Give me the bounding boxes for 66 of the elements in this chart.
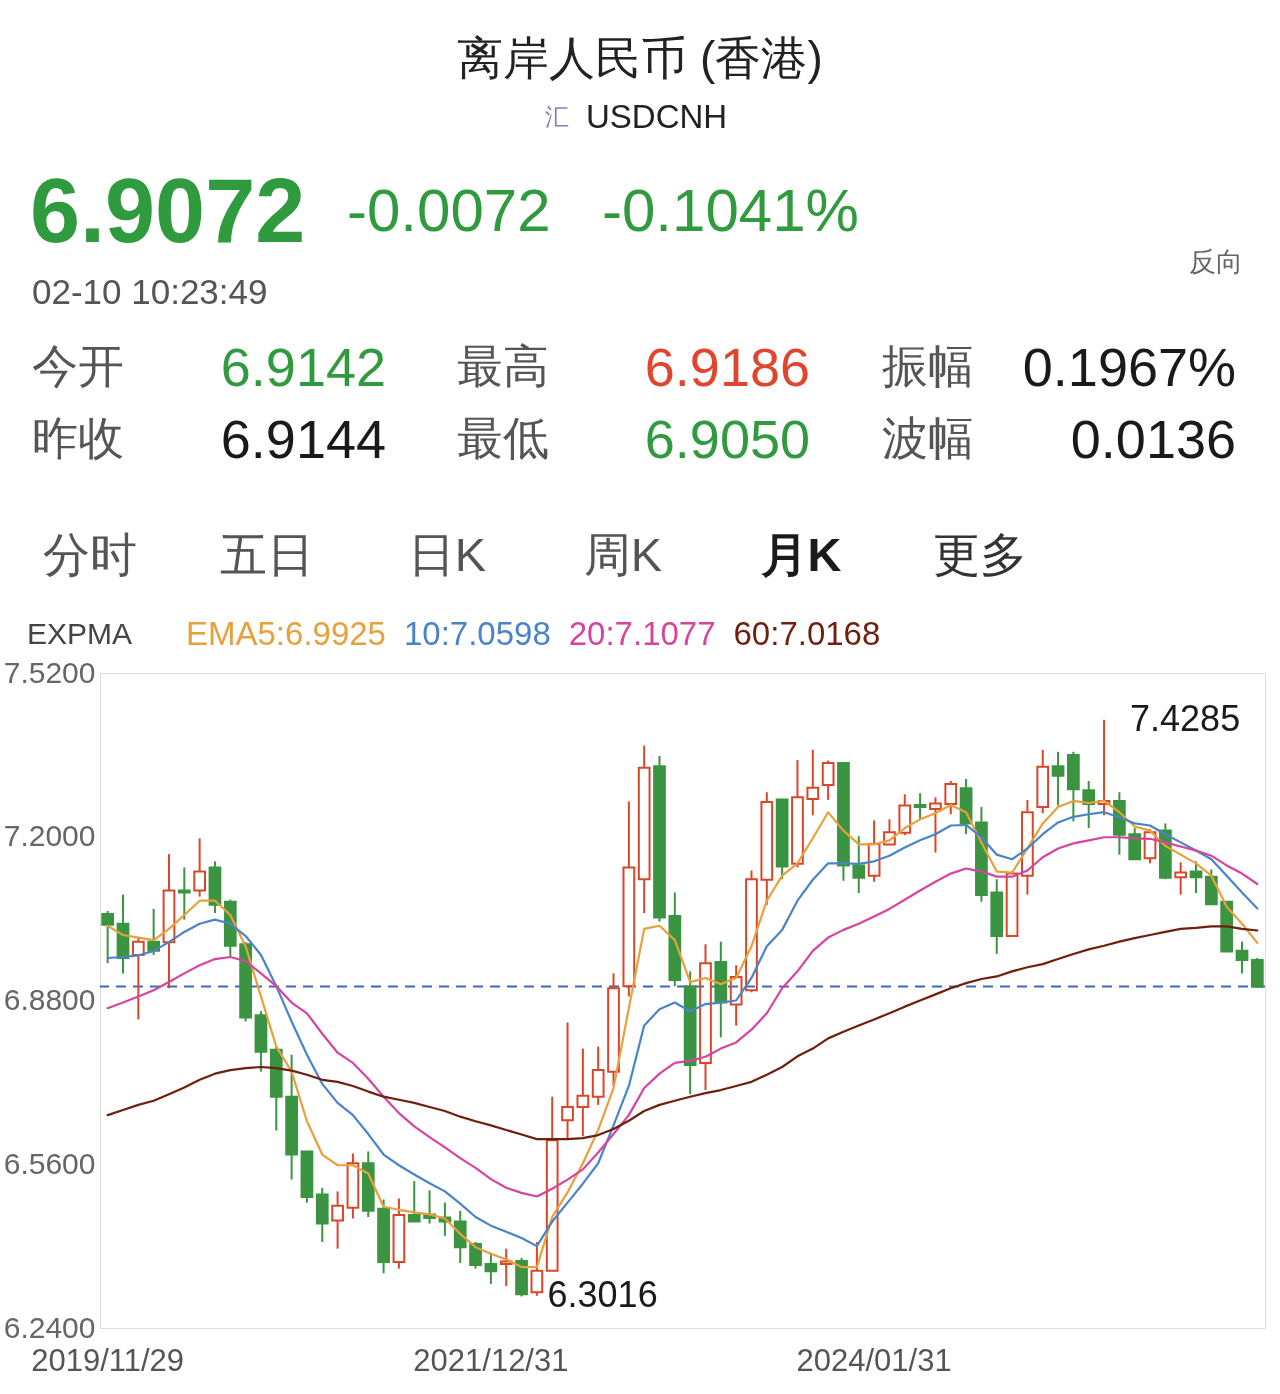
y-tick-label: 6.2400 bbox=[3, 1310, 96, 1344]
text: 今开 bbox=[32, 340, 124, 392]
text: 20:7.1077 bbox=[568, 615, 716, 652]
text: 最低 bbox=[457, 412, 549, 464]
y-tick-label: 6.5600 bbox=[3, 1146, 96, 1180]
text: 02-10 10:23:49 bbox=[32, 272, 268, 311]
text: 日K bbox=[407, 528, 487, 581]
x-tick-label: 2024/01/31 bbox=[796, 1342, 952, 1378]
candlestick bbox=[806, 748, 820, 817]
candlestick bbox=[331, 1190, 344, 1250]
text: 五日 bbox=[220, 528, 314, 581]
text: 0.1967% bbox=[1022, 337, 1236, 397]
y-tick-label: 7.2000 bbox=[3, 819, 96, 853]
text: 6.9144 bbox=[220, 409, 386, 469]
text: EMA5:6.9925 bbox=[186, 615, 386, 652]
chart-title: 离岸人民币 (香港) bbox=[457, 32, 823, 84]
candlestick bbox=[576, 1047, 590, 1138]
candlestick bbox=[545, 1095, 559, 1272]
candlestick bbox=[285, 1053, 298, 1181]
text: 分时 bbox=[43, 528, 137, 581]
candlestick bbox=[622, 800, 636, 998]
text: 6.9072 bbox=[30, 161, 306, 261]
text: 振幅 bbox=[882, 340, 974, 392]
text: -0.0072 bbox=[347, 177, 551, 244]
candlestick bbox=[852, 835, 866, 895]
text: 更多 bbox=[933, 528, 1027, 581]
text: 6.9186 bbox=[644, 337, 810, 397]
text: 60:7.0168 bbox=[733, 615, 881, 652]
text: 6.9050 bbox=[644, 409, 810, 469]
text: 波幅 bbox=[882, 412, 974, 464]
candlestick bbox=[177, 866, 191, 921]
line-series bbox=[106, 925, 1259, 1141]
text: 最高 bbox=[457, 340, 549, 392]
candlestick bbox=[1174, 861, 1188, 896]
candlestick bbox=[162, 853, 176, 990]
text: 6.9142 bbox=[220, 337, 386, 397]
y-tick-label: 7.5200 bbox=[3, 655, 96, 689]
candlestick bbox=[637, 744, 651, 914]
text: EXPMA bbox=[27, 617, 133, 650]
candlestick bbox=[453, 1209, 467, 1265]
text: 昨收 bbox=[32, 412, 124, 464]
x-tick-label: 2019/11/29 bbox=[31, 1342, 185, 1378]
x-tick-label: 2021/12/31 bbox=[413, 1342, 569, 1378]
candlestick bbox=[699, 943, 712, 1092]
line-series bbox=[106, 836, 1259, 1198]
candlestick bbox=[760, 791, 774, 906]
text: 汇 bbox=[545, 103, 569, 130]
chart-subtitle: USDCNH bbox=[586, 98, 728, 135]
candlestick bbox=[193, 837, 206, 898]
annotation: 7.4285 bbox=[1130, 697, 1241, 739]
candlestick bbox=[561, 1021, 574, 1140]
text: -0.1041% bbox=[602, 177, 859, 244]
text: 10:7.0598 bbox=[403, 615, 551, 652]
candlestick bbox=[1220, 900, 1234, 953]
text: 周K bbox=[583, 528, 663, 581]
candlestick bbox=[883, 818, 896, 846]
candlestick bbox=[990, 878, 1004, 955]
candlestick bbox=[300, 1150, 314, 1204]
text: 0.0136 bbox=[1070, 409, 1236, 469]
annotation: 6.3016 bbox=[547, 1274, 658, 1316]
text: 反向 bbox=[1189, 247, 1243, 277]
candlestick bbox=[714, 940, 728, 1039]
candlestick bbox=[837, 762, 850, 882]
candlestick bbox=[1051, 750, 1065, 807]
y-tick-label: 6.8800 bbox=[3, 983, 96, 1016]
text: 月K bbox=[759, 528, 842, 581]
